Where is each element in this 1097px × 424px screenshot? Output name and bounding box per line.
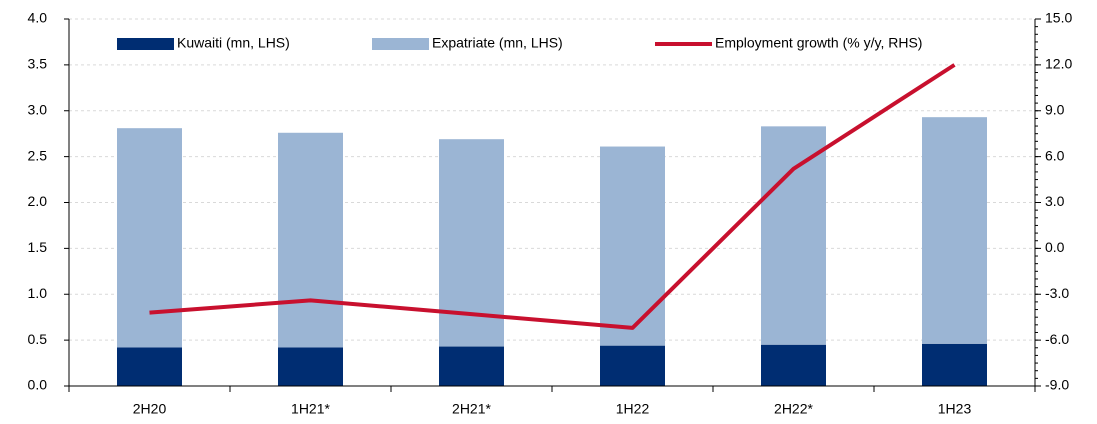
bar [117, 347, 182, 386]
bar [761, 126, 826, 345]
y-tick-label: 0.0 [28, 377, 48, 393]
bar [600, 146, 665, 346]
y-tick-label: 2.5 [28, 147, 48, 163]
y2-tick-label: -6.0 [1045, 331, 1069, 347]
legend-label: Kuwaiti (mn, LHS) [177, 35, 290, 51]
bar [439, 346, 504, 386]
bar [278, 347, 343, 386]
bar [278, 132, 343, 348]
y-tick-label: 0.5 [28, 331, 48, 347]
bar [922, 117, 987, 344]
y-tick-label: 3.5 [28, 56, 48, 72]
x-tick-label: 2H21* [452, 401, 491, 417]
legend-marker [372, 38, 429, 50]
x-tick-label: 2H20 [133, 401, 167, 417]
legend-marker [117, 38, 174, 50]
y-tick-label: 1.0 [28, 285, 48, 301]
x-tick-label: 1H21* [291, 401, 330, 417]
legend-label: Employment growth (% y/y, RHS) [715, 35, 922, 51]
bar [761, 344, 826, 386]
x-tick-label: 2H22* [774, 401, 813, 417]
y-tick-label: 2.0 [28, 193, 48, 209]
legend-label: Expatriate (mn, LHS) [432, 35, 563, 51]
x-tick-label: 1H22 [616, 401, 650, 417]
y2-tick-label: -9.0 [1045, 377, 1069, 393]
y-tick-label: 3.0 [28, 101, 48, 117]
y2-tick-label: 3.0 [1045, 193, 1065, 209]
y-tick-label: 1.5 [28, 239, 48, 255]
y2-tick-label: 0.0 [1045, 239, 1065, 255]
y2-tick-label: 12.0 [1045, 56, 1072, 72]
bar [117, 128, 182, 348]
y2-tick-label: 15.0 [1045, 10, 1072, 26]
y2-tick-label: 9.0 [1045, 101, 1065, 117]
y-tick-label: 4.0 [28, 10, 48, 26]
x-tick-label: 1H23 [938, 401, 972, 417]
line [149, 63, 956, 330]
bar [922, 343, 987, 386]
bar [600, 345, 665, 386]
y2-tick-label: -3.0 [1045, 285, 1069, 301]
y2-tick-label: 6.0 [1045, 147, 1065, 163]
